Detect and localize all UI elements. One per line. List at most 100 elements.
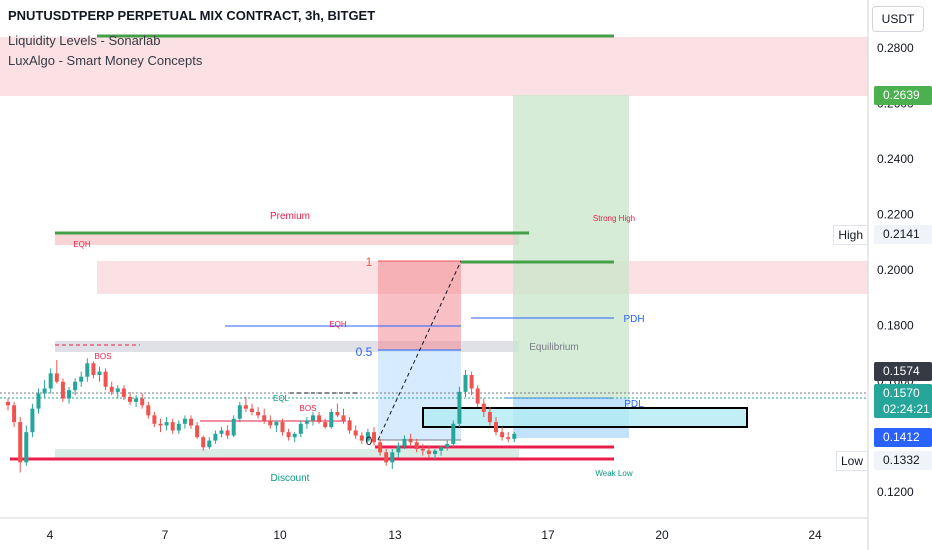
stop-price-tag: 0.1412 — [874, 428, 932, 447]
fib-upper-zone — [378, 261, 461, 350]
candle-body — [146, 405, 151, 416]
candle-body — [170, 422, 175, 431]
premium-zone — [55, 234, 519, 245]
candle-body — [292, 433, 297, 438]
equilibrium-label: Equilibrium — [529, 342, 578, 353]
candle-body — [79, 376, 84, 382]
eql-label: EQL — [273, 394, 290, 403]
candle-body — [323, 422, 328, 428]
price-1574-tag: 0.1574 — [874, 362, 932, 381]
pdh-label: PDH — [623, 314, 644, 325]
candle-body — [512, 433, 517, 439]
candle-body — [152, 415, 157, 424]
fib-label-0: 0 — [366, 434, 373, 448]
price-tick-label: 0.2000 — [877, 263, 914, 277]
candle-body — [134, 398, 139, 402]
fib-label-05: 0.5 — [356, 345, 373, 359]
candle-body — [85, 363, 90, 377]
candle-body — [225, 430, 230, 436]
candle-body — [414, 442, 419, 449]
pdl-label: PDL — [624, 399, 644, 410]
price-tick-label: 0.2400 — [877, 152, 914, 166]
candle-body — [237, 405, 242, 419]
candle-body — [73, 381, 78, 391]
currency-button[interactable]: USDT — [872, 6, 924, 32]
time-tick-label: 4 — [47, 528, 54, 542]
candle-body — [60, 381, 65, 399]
price-tick-label: 0.2800 — [877, 41, 914, 55]
candle-body — [304, 420, 309, 424]
candle-body — [311, 415, 315, 421]
high-price-tag: 0.2141 — [874, 225, 932, 244]
candle-body — [378, 442, 383, 453]
indicator-liquidity-levels[interactable]: Liquidity Levels - Sonarlab — [8, 33, 161, 48]
time-tick-label: 13 — [388, 528, 402, 542]
candle-body — [286, 432, 291, 438]
candle-body — [36, 393, 41, 409]
candle-body — [91, 363, 96, 376]
candle-body — [335, 412, 340, 416]
candle-body — [67, 390, 71, 399]
candle-body — [500, 432, 505, 438]
candle-body — [317, 415, 322, 423]
bos-label-1: BOS — [95, 352, 112, 361]
candle-body — [243, 405, 248, 409]
strong-high-label: Strong High — [593, 214, 635, 223]
candle-body — [408, 438, 413, 443]
candle-body — [24, 432, 29, 463]
low-label: Low — [835, 451, 868, 471]
candle-body — [390, 452, 395, 463]
bar-countdown: 02:24:21 — [883, 402, 930, 416]
candle-body — [250, 408, 254, 412]
chart-title: PNUTUSDTPERP PERPETUAL MIX CONTRACT, 3h,… — [8, 8, 376, 23]
candle-body — [420, 448, 425, 451]
candle-body — [469, 375, 474, 389]
candle-body — [341, 415, 346, 421]
order-block-box — [422, 407, 748, 428]
candle-body — [140, 398, 145, 406]
candle-body — [103, 371, 108, 387]
candle-body — [439, 447, 444, 451]
candle-body — [445, 443, 450, 448]
premium-label: Premium — [270, 211, 310, 222]
time-tick-label: 10 — [273, 528, 287, 542]
candle-body — [274, 422, 279, 426]
candle-body — [268, 420, 273, 426]
candle-body — [182, 418, 187, 424]
candle-body — [48, 373, 53, 389]
target-price-tag: 0.2639 — [874, 86, 932, 105]
equilibrium-zone — [55, 341, 519, 352]
weak-low-label: Weak Low — [595, 469, 632, 478]
low-price-tag: 0.1332 — [874, 451, 932, 470]
candle-body — [384, 452, 389, 463]
candle-body — [128, 396, 132, 402]
discount-label: Discount — [271, 473, 310, 484]
candle-body — [18, 422, 23, 463]
candle-body — [463, 375, 468, 392]
candle-body — [6, 401, 10, 406]
candle-body — [402, 438, 407, 446]
time-tick-label: 7 — [162, 528, 169, 542]
candle-body — [213, 433, 218, 441]
target-zone — [513, 95, 629, 398]
time-tick-label: 17 — [541, 528, 555, 542]
candle-body — [231, 418, 236, 436]
candle-body — [164, 422, 169, 426]
candle-body — [506, 437, 511, 439]
candle-body — [97, 371, 102, 376]
candle-body — [457, 391, 462, 424]
candle-body — [433, 450, 437, 454]
candle-body — [121, 388, 126, 397]
supply-zone — [97, 261, 868, 294]
candle-body — [396, 445, 401, 453]
candle-body — [494, 422, 498, 433]
candle-body — [359, 435, 364, 441]
fib-label-1: 1 — [366, 255, 373, 269]
liquidity-zone-top — [0, 37, 868, 96]
candle-body — [426, 450, 431, 454]
last-price-value: 0.1570 — [883, 386, 920, 400]
eqh-label-2: EQH — [329, 320, 347, 329]
indicator-smart-money-concepts[interactable]: LuxAlgo - Smart Money Concepts — [8, 53, 203, 68]
